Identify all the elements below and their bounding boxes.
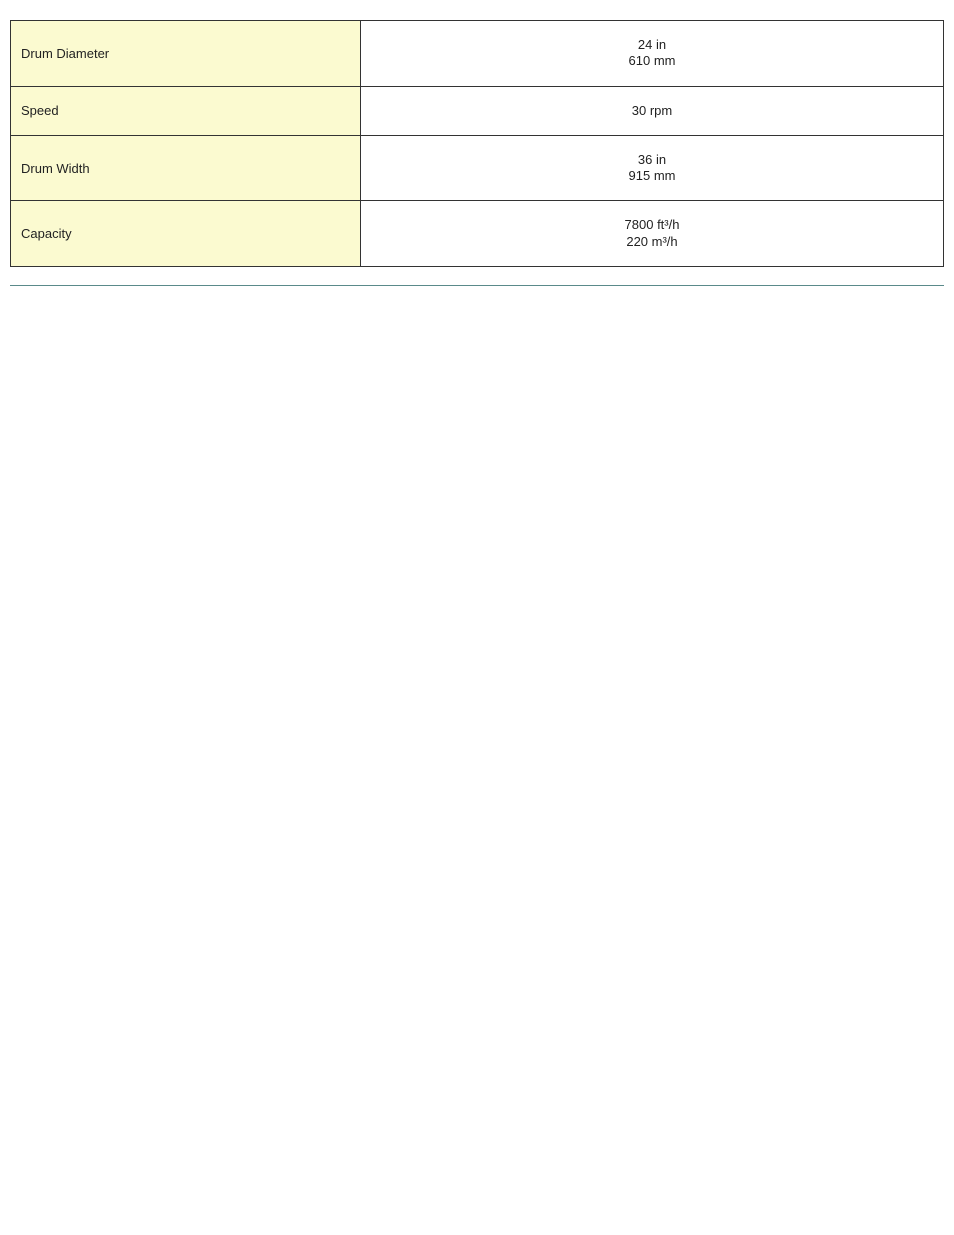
spec-label: Capacity	[11, 201, 361, 267]
table-row: Speed 30 rpm	[11, 86, 944, 135]
value-line: 24 in	[371, 37, 933, 53]
spec-label: Drum Width	[11, 135, 361, 201]
value-line: 30 rpm	[371, 103, 933, 119]
spec-value: 30 rpm	[361, 86, 944, 135]
table-body: Drum Diameter 24 in 610 mm Speed 30 rpm …	[11, 21, 944, 267]
table-row: Drum Diameter 24 in 610 mm	[11, 21, 944, 87]
value-line: 36 in	[371, 152, 933, 168]
value-line: 915 mm	[371, 168, 933, 184]
spec-value: 7800 ft³/h 220 m³/h	[361, 201, 944, 267]
value-line: 220 m³/h	[371, 234, 933, 250]
spec-label: Speed	[11, 86, 361, 135]
spec-value: 24 in 610 mm	[361, 21, 944, 87]
spec-label: Drum Diameter	[11, 21, 361, 87]
table-row: Drum Width 36 in 915 mm	[11, 135, 944, 201]
value-line: 7800 ft³/h	[371, 217, 933, 233]
value-line: 610 mm	[371, 53, 933, 69]
table-row: Capacity 7800 ft³/h 220 m³/h	[11, 201, 944, 267]
spec-value: 36 in 915 mm	[361, 135, 944, 201]
specifications-table: Drum Diameter 24 in 610 mm Speed 30 rpm …	[10, 20, 944, 267]
section-divider	[10, 285, 944, 286]
